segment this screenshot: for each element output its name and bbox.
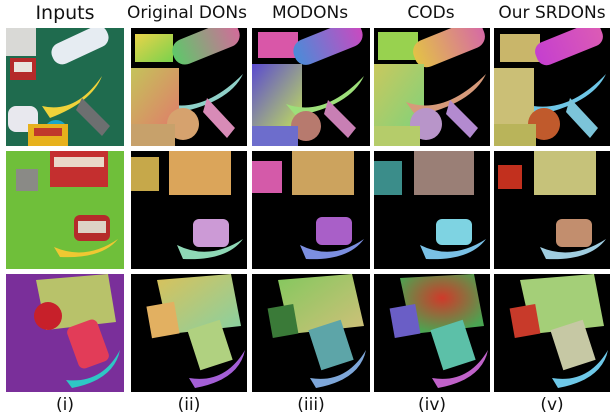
input-image-row-3	[6, 274, 124, 392]
column-label-v: (v)	[540, 395, 564, 415]
input-image-row-1	[6, 28, 124, 146]
column-label-ii: (ii)	[177, 395, 201, 415]
column-header-cods: CODs	[407, 3, 455, 23]
original-dons-image-row-3	[131, 274, 247, 392]
column-header-modons: MODONs	[271, 3, 349, 23]
cods-image-row-2	[374, 151, 490, 269]
srdons-image-row-3	[494, 274, 610, 392]
cods-image-row-1	[374, 28, 490, 146]
column-header-original-dons: Original DONs	[127, 3, 247, 23]
original-dons-image-row-2	[131, 151, 247, 269]
modons-image-row-2	[252, 151, 370, 269]
column-label-i: (i)	[56, 395, 74, 415]
cods-image-row-3	[374, 274, 490, 392]
column-header-inputs: Inputs	[35, 2, 95, 24]
input-image-row-2	[6, 151, 124, 269]
original-dons-image-row-1	[131, 28, 247, 146]
column-label-iv: (iv)	[417, 395, 447, 415]
modons-image-row-3	[252, 274, 370, 392]
srdons-image-row-2	[494, 151, 610, 269]
column-header-our-srdons: Our SRDONs	[498, 3, 606, 23]
modons-image-row-1	[252, 28, 370, 146]
column-label-iii: (iii)	[297, 395, 325, 415]
srdons-image-row-1	[494, 28, 610, 146]
